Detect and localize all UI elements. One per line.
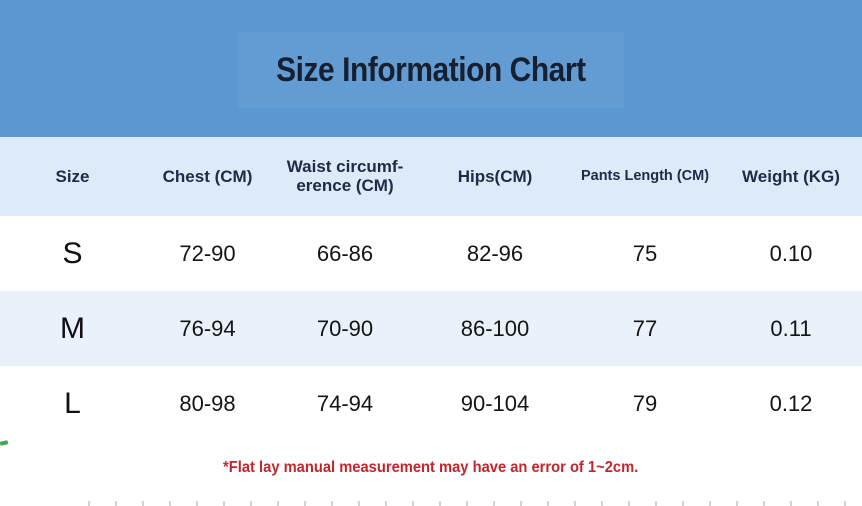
table-header-row: Size Chest (CM) Waist circumf- erence (C…: [0, 137, 862, 216]
cell-pants-length-m: 77: [632, 315, 658, 341]
cell-hips-s: 82-96: [466, 240, 524, 266]
cell-weight-s: 0.10: [769, 240, 813, 266]
cell-waist-l: 74-94: [316, 390, 374, 416]
footnote: *Flat lay manual measurement may have an…: [223, 458, 639, 476]
cell-weight-l: 0.12: [769, 390, 813, 416]
header-cell-hips: Hips(CM): [420, 167, 570, 187]
cell-size-s: S: [62, 236, 83, 270]
header-cell-pants-length: Pants Length (CM): [570, 168, 720, 185]
size-table: Size Chest (CM) Waist circumf- erence (C…: [0, 137, 862, 441]
header-label-hips: Hips(CM): [457, 166, 533, 186]
cell-chest-m: 76-94: [179, 315, 236, 341]
cell-size-l: L: [64, 386, 81, 420]
header-cell-size: Size: [0, 167, 145, 187]
table-row-m: M 76-94 70-90 86-100 77 0.11: [0, 291, 862, 366]
cell-waist-s: 66-86: [316, 240, 374, 266]
ruler-ticks: [88, 501, 862, 506]
table-row-s: S 72-90 66-86 82-96 75 0.10: [0, 216, 862, 291]
cell-size-m: M: [60, 311, 85, 345]
header-cell-chest: Chest (CM): [145, 167, 270, 187]
cell-waist-m: 70-90: [316, 315, 374, 341]
header-cell-waist: Waist circumf- erence (CM): [270, 157, 420, 197]
header-label-pants-length: Pants Length (CM): [580, 168, 710, 185]
header-label-waist: Waist circumf- erence (CM): [286, 156, 404, 196]
cell-hips-m: 86-100: [460, 315, 530, 341]
footnote-area: *Flat lay manual measurement may have an…: [0, 441, 862, 506]
banner: Size Information Chart: [0, 0, 862, 137]
header-label-chest: Chest (CM): [162, 166, 253, 186]
cell-chest-s: 72-90: [179, 240, 236, 266]
header-cell-weight: Weight (KG): [720, 167, 862, 187]
cell-chest-l: 80-98: [179, 390, 236, 416]
cell-hips-l: 90-104: [460, 390, 530, 416]
cell-pants-length-l: 79: [632, 390, 658, 416]
header-label-size: Size: [55, 166, 90, 186]
cell-pants-length-s: 75: [632, 240, 658, 266]
cell-weight-m: 0.11: [770, 315, 812, 341]
header-label-weight: Weight (KG): [742, 166, 840, 186]
table-row-l: L 80-98 74-94 90-104 79 0.12: [0, 366, 862, 441]
title-box: Size Information Chart: [238, 32, 624, 108]
page-title: Size Information Chart: [276, 50, 586, 89]
